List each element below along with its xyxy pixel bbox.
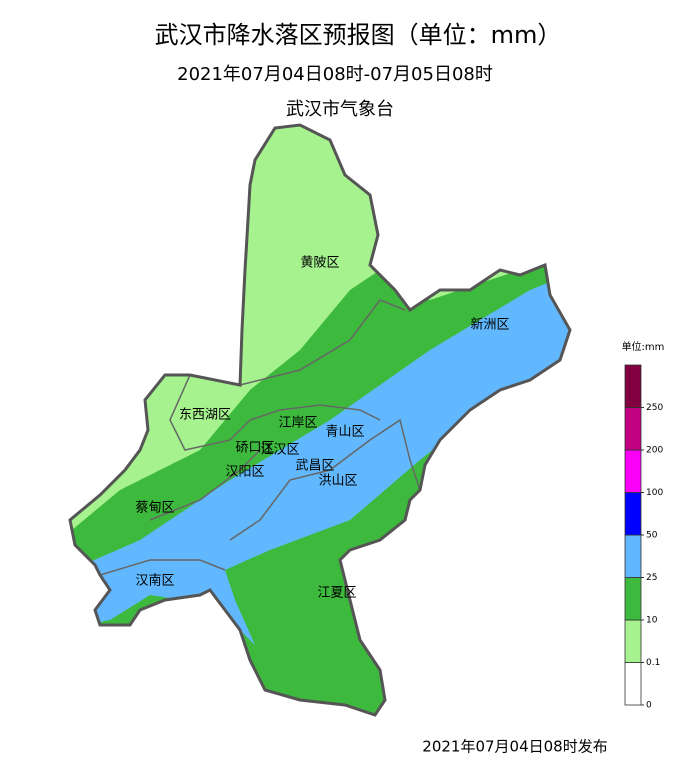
legend-tick-label: 50 bbox=[646, 531, 658, 541]
district-label: 洪山区 bbox=[318, 474, 357, 489]
footer: 2021年07月04日08时发布 bbox=[422, 738, 607, 756]
legend-swatch bbox=[624, 449, 642, 493]
district-label: 硚口区 bbox=[235, 441, 274, 456]
subtitle: 2021年07月04日08时-07月05日08时 bbox=[177, 64, 493, 85]
area-blue bbox=[70, 270, 570, 645]
legend-swatch bbox=[624, 492, 642, 536]
district-label: 江岸区 bbox=[278, 416, 317, 431]
legend-swatch bbox=[624, 364, 642, 408]
legend-swatch bbox=[624, 619, 642, 663]
district-label: 黄陂区 bbox=[300, 255, 339, 271]
legend-tick-label: 0 bbox=[646, 701, 652, 711]
district-borders bbox=[99, 299, 421, 576]
legend-tick-label: 200 bbox=[646, 446, 663, 456]
district-label: 武昌区 bbox=[295, 459, 334, 474]
legend-tick-label: 250 bbox=[646, 403, 663, 413]
district-label: 汉阳区 bbox=[225, 465, 264, 480]
legend-swatch bbox=[624, 534, 642, 578]
title: 武汉市降水落区预报图（单位：mm） bbox=[155, 21, 562, 49]
legend-swatch bbox=[624, 577, 642, 621]
rain-areas bbox=[70, 125, 570, 715]
legend-tick-label: 100 bbox=[646, 488, 663, 498]
legend-title: 单位:mm bbox=[622, 340, 665, 353]
district-label: 江汉区 bbox=[260, 443, 299, 458]
legend-swatch bbox=[624, 407, 642, 451]
legend-tick-label: 0.1 bbox=[646, 658, 660, 668]
district-label: 青山区 bbox=[325, 425, 364, 440]
legend-tick-label: 25 bbox=[646, 573, 657, 583]
district-label: 蔡甸区 bbox=[135, 501, 174, 516]
district-label: 汉南区 bbox=[135, 573, 174, 589]
district-label: 新洲区 bbox=[470, 317, 509, 333]
organization: 武汉市气象台 bbox=[286, 99, 394, 120]
district-label: 江夏区 bbox=[317, 586, 356, 601]
legend: 0 0.1 10 25 50 100 200 250 bbox=[624, 364, 663, 711]
legend-swatch bbox=[624, 662, 642, 706]
legend-tick-label: 10 bbox=[646, 616, 658, 626]
district-label: 东西湖区 bbox=[179, 408, 231, 423]
